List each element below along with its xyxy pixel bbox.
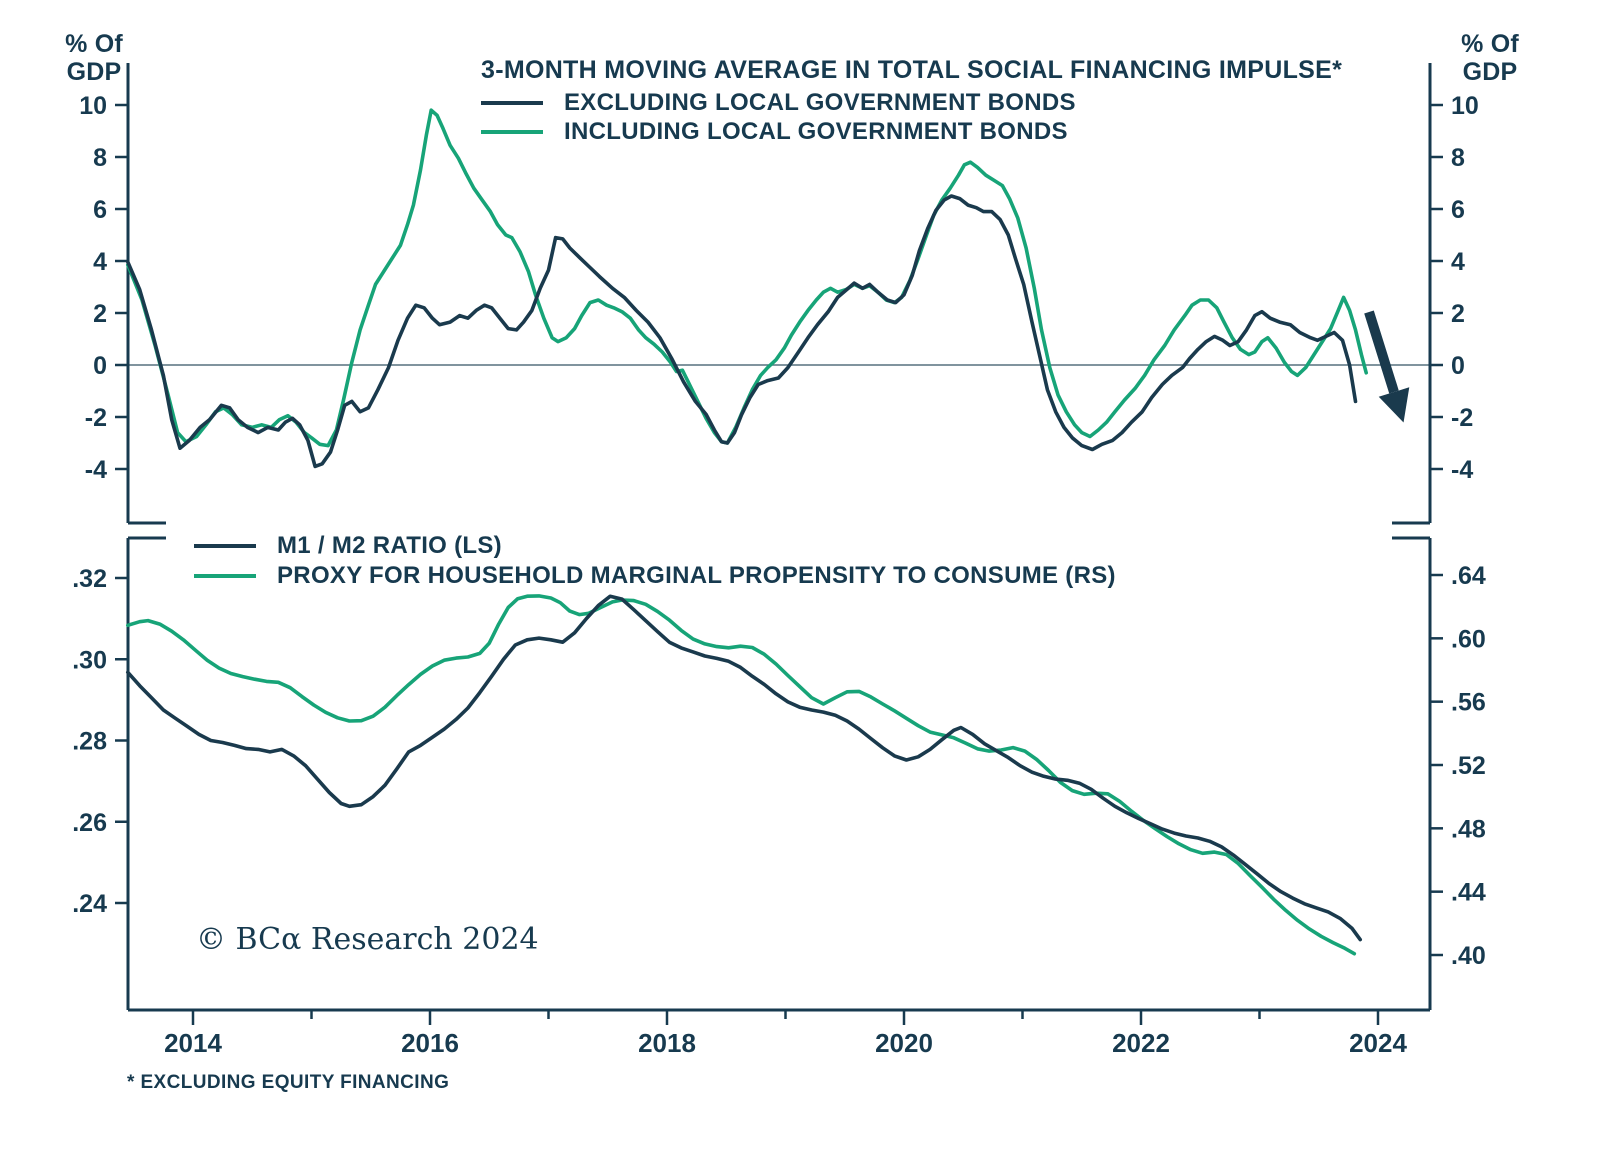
left-axis-unit-label: % Of GDP: [65, 30, 123, 86]
svg-text:0: 0: [93, 352, 107, 380]
top-panel-legend: 3-MONTH MOVING AVERAGE IN TOTAL SOCIAL F…: [481, 56, 1342, 146]
svg-text:6: 6: [93, 196, 107, 224]
svg-text:.32: .32: [72, 565, 107, 593]
svg-text:-2: -2: [1451, 404, 1473, 432]
legend-label-excluding-lgb: EXCLUDING LOCAL GOVERNMENT BONDS: [564, 88, 1076, 116]
svg-text:8: 8: [93, 144, 107, 172]
bottom-panel-legend: M1 / M2 RATIO (LS) PROXY FOR HOUSEHOLD M…: [194, 531, 1116, 591]
green-line-swatch: [481, 129, 543, 134]
svg-text:2014: 2014: [164, 1028, 222, 1058]
svg-text:8: 8: [1451, 144, 1465, 172]
svg-text:.56: .56: [1451, 689, 1486, 717]
legend-item-m1-m2-ratio: M1 / M2 RATIO (LS): [194, 531, 1116, 561]
svg-text:2: 2: [93, 300, 107, 328]
copyright-notice: © BCα Research 2024: [196, 922, 539, 957]
svg-text:.44: .44: [1451, 879, 1486, 907]
svg-text:2: 2: [1451, 300, 1465, 328]
svg-text:2016: 2016: [401, 1028, 459, 1058]
svg-text:-4: -4: [85, 456, 107, 484]
svg-text:.24: .24: [72, 890, 107, 918]
svg-text:-2: -2: [85, 404, 107, 432]
legend-label-mpc-proxy: PROXY FOR HOUSEHOLD MARGINAL PROPENSITY …: [277, 562, 1116, 589]
dark-line-swatch: [481, 100, 543, 105]
svg-text:10: 10: [1451, 92, 1479, 120]
legend-label-including-lgb: INCLUDING LOCAL GOVERNMENT BONDS: [564, 117, 1068, 145]
svg-text:.48: .48: [1451, 815, 1486, 843]
svg-text:.30: .30: [72, 646, 107, 674]
legend-item-including-lgb: INCLUDING LOCAL GOVERNMENT BONDS: [481, 117, 1342, 146]
legend-item-excluding-lgb: EXCLUDING LOCAL GOVERNMENT BONDS: [481, 88, 1342, 117]
svg-text:.60: .60: [1451, 625, 1486, 653]
svg-text:2024: 2024: [1349, 1028, 1407, 1058]
legend-item-mpc-proxy: PROXY FOR HOUSEHOLD MARGINAL PROPENSITY …: [194, 561, 1116, 591]
svg-text:2018: 2018: [638, 1028, 696, 1058]
svg-text:-4: -4: [1451, 456, 1473, 484]
svg-text:4: 4: [93, 248, 107, 276]
svg-text:.64: .64: [1451, 562, 1486, 590]
legend-label-m1-m2-ratio: M1 / M2 RATIO (LS): [277, 532, 502, 559]
svg-text:.40: .40: [1451, 942, 1486, 970]
svg-text:2020: 2020: [875, 1028, 933, 1058]
svg-text:.26: .26: [72, 809, 107, 837]
svg-text:0: 0: [1451, 352, 1465, 380]
svg-text:.52: .52: [1451, 752, 1486, 780]
dark-line-swatch: [194, 544, 256, 548]
chart-title: 3-MONTH MOVING AVERAGE IN TOTAL SOCIAL F…: [481, 56, 1343, 84]
right-axis-unit-label: % Of GDP: [1461, 30, 1519, 86]
svg-text:10: 10: [79, 92, 107, 120]
svg-text:4: 4: [1451, 248, 1465, 276]
footnote: * EXCLUDING EQUITY FINANCING: [127, 1072, 450, 1093]
green-line-swatch: [194, 574, 256, 578]
svg-text:6: 6: [1451, 196, 1465, 224]
svg-text:2022: 2022: [1112, 1028, 1170, 1058]
svg-text:.28: .28: [72, 728, 107, 756]
